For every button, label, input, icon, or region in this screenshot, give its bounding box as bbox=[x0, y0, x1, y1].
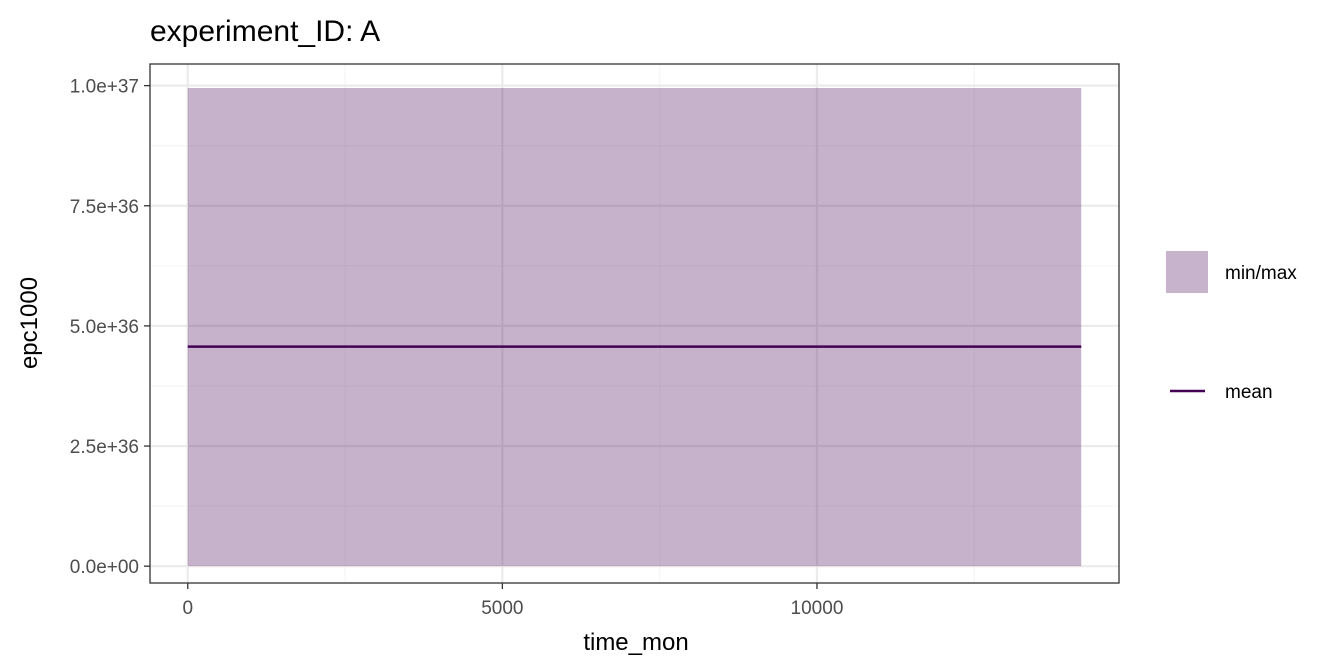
legend: min/max mean bbox=[1166, 251, 1297, 403]
panel-border bbox=[149, 63, 1120, 584]
y-tick-label: 5.0e+36 bbox=[70, 317, 139, 338]
y-tick-label: 0.0e+00 bbox=[70, 557, 139, 578]
chart-title: experiment_ID: A bbox=[150, 15, 380, 48]
ribbon-minmax bbox=[187, 88, 1082, 567]
x-tick-label: 10000 bbox=[791, 598, 844, 619]
y-tick-label: 1.0e+37 bbox=[70, 77, 139, 98]
legend-label-mean: mean bbox=[1225, 382, 1273, 403]
x-axis-title: time_mon bbox=[583, 629, 688, 656]
x-tick-label: 5000 bbox=[481, 598, 523, 619]
x-tick-label: 0 bbox=[182, 598, 193, 619]
grid-layer bbox=[150, 64, 1119, 583]
y-tick-label: 2.5e+36 bbox=[70, 437, 139, 458]
legend-label-minmax: min/max bbox=[1225, 263, 1297, 284]
data-layer bbox=[187, 88, 1082, 567]
legend-key-minmax bbox=[1166, 251, 1208, 293]
axis-layer: 0 5000 10000 0.0e+00 2.5e+36 5.0e+36 7.5e+36 1.… bbox=[70, 77, 844, 619]
y-tick-label: 7.5e+36 bbox=[70, 197, 139, 218]
y-axis-title: epc1000 bbox=[16, 277, 43, 369]
